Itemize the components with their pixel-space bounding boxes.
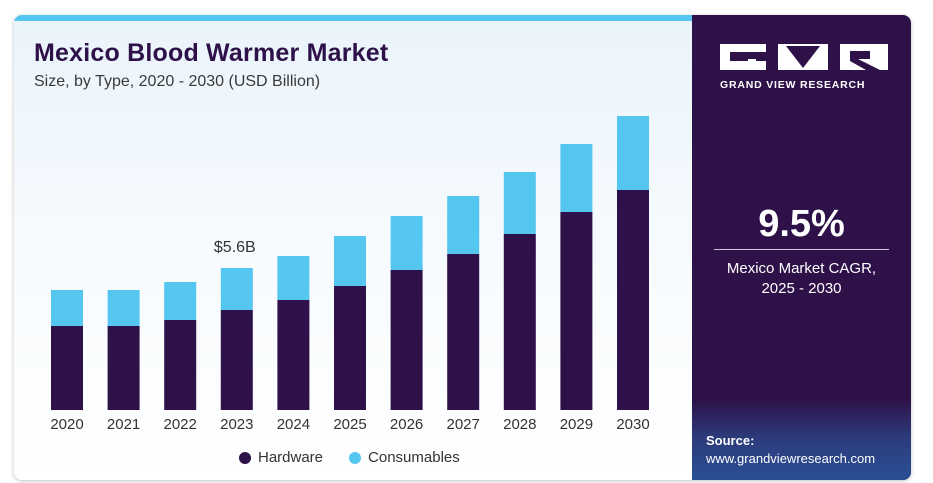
bar-hardware-2029 [560,212,593,410]
data-label-2023: $5.6B [214,239,256,256]
x-tick-label-2023: 2023 [220,416,253,433]
source-url[interactable]: www.grandviewresearch.com [706,451,876,466]
x-tick-label-2029: 2029 [560,416,593,433]
bar-hardware-2028 [503,234,536,410]
source-band [692,400,911,480]
chart-title: Mexico Blood Warmer Market [34,39,389,67]
accent-bar [14,15,692,21]
x-tick-label-2024: 2024 [277,416,310,433]
infographic-card: Mexico Blood Warmer Market Size, by Type… [14,15,911,480]
x-tick-label-2030: 2030 [616,416,649,433]
bar-consumables-2023 [220,268,253,310]
bar-hardware-2027 [447,254,480,410]
bar-hardware-2025 [334,286,366,410]
cagr-divider [714,249,889,250]
bar-hardware-2030 [617,190,649,410]
cagr-value: 9.5% [758,203,845,245]
bar-consumables-2030 [617,116,649,190]
legend-swatch-consumables [349,451,362,464]
side-panel: GRAND VIEW RESEARCH 9.5% Mexico Market C… [692,15,911,480]
legend-swatch-hardware [239,451,251,464]
bar-hardware-2021 [107,326,140,410]
chart-subtitle: Size, by Type, 2020 - 2030 (USD Billion) [34,73,321,90]
bar-consumables-2028 [503,172,536,234]
bar-consumables-2029 [560,144,593,212]
x-tick-label-2025: 2025 [333,416,366,433]
chart-legend: Hardware Consumables [239,449,486,466]
x-tick-label-2028: 2028 [503,416,536,433]
chart-panel: Mexico Blood Warmer Market Size, by Type… [14,15,692,480]
legend-label-consumables: Consumables [368,449,460,466]
bar-hardware-2020 [51,326,83,410]
x-tick-label-2022: 2022 [164,416,197,433]
cagr-label-line2: 2025 - 2030 [761,280,842,297]
legend-label-hardware: Hardware [258,449,324,466]
bar-consumables-2024 [277,256,310,300]
bar-chart: 2020 2021 2022 2023 $5.6B 2024 2025 2026 2027 202… [50,116,650,433]
x-tick-label-2027: 2027 [447,416,480,433]
x-tick-label-2026: 2026 [390,416,423,433]
bar-consumables-2021 [107,290,140,326]
bar-hardware-2022 [164,320,197,410]
bar-consumables-2026 [390,216,423,270]
legend-item-hardware: Hardware [239,449,323,466]
cagr-label-line1: Mexico Market CAGR, [726,260,877,277]
bar-hardware-2023 [220,310,253,410]
logo-text: GRAND VIEW RESEARCH [720,79,866,91]
bar-consumables-2027 [447,196,480,254]
bar-consumables-2022 [164,282,197,320]
bar-consumables-2020 [51,290,83,326]
bar-consumables-2025 [334,236,366,286]
x-tick-label-2020: 2020 [50,416,83,433]
x-tick-label-2021: 2021 [107,416,140,433]
source-label: Source: [706,433,755,448]
cagr-label: Mexico Market CAGR, 2025 - 2030 [692,259,911,299]
bar-hardware-2026 [390,270,423,410]
bar-hardware-2024 [277,300,310,410]
legend-item-consumables: Consumables [349,449,460,466]
grand-view-research-logo-icon [720,44,888,70]
